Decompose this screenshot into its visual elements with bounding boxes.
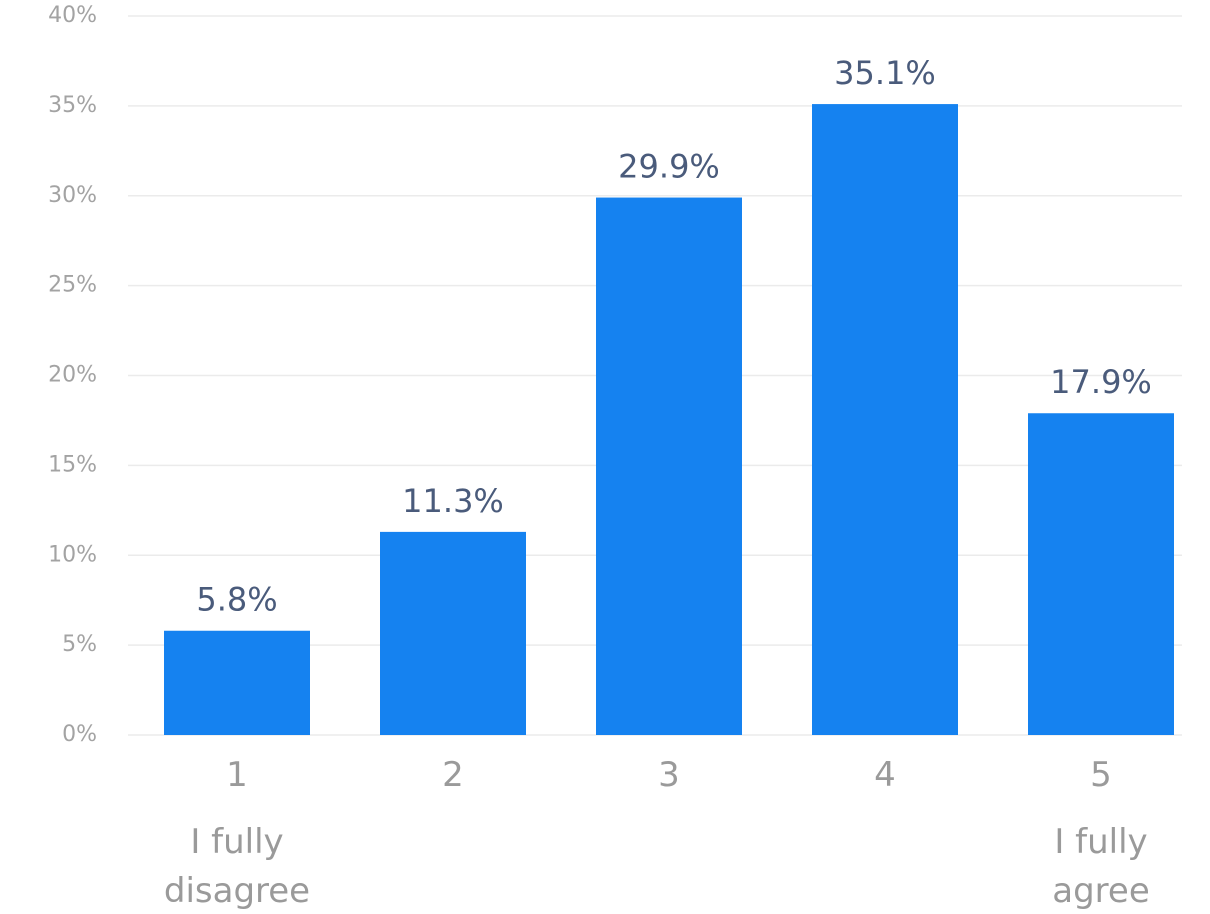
y-tick-label: 10% <box>48 542 97 567</box>
y-tick-label: 40% <box>48 3 97 28</box>
x-tick-label: 2 <box>442 755 464 795</box>
x-tick-label: 1 <box>226 755 248 795</box>
x-category-sublabel: disagree <box>164 871 310 911</box>
bar-1 <box>164 630 310 735</box>
data-label: 17.9% <box>1050 363 1152 401</box>
y-tick-label: 30% <box>48 183 97 208</box>
y-tick-label: 0% <box>62 722 97 747</box>
bars <box>164 104 1174 736</box>
y-tick-label: 35% <box>48 93 97 118</box>
data-label: 29.9% <box>618 148 720 186</box>
data-label: 5.8% <box>196 581 277 619</box>
bar-4 <box>812 104 958 735</box>
x-tick-label: 4 <box>874 755 896 795</box>
y-axis-tick-labels: 0% 5% 10% 15% 20% 25% 30% 35% 40% <box>48 3 97 747</box>
bar-5 <box>1028 413 1174 735</box>
data-labels: 5.8% 11.3% 29.9% 35.1% 17.9% <box>196 54 1151 619</box>
data-label: 35.1% <box>834 54 936 92</box>
x-category-sublabel: agree <box>1052 871 1149 911</box>
y-tick-label: 25% <box>48 273 97 298</box>
y-tick-label: 5% <box>62 632 97 657</box>
x-tick-label: 3 <box>658 755 680 795</box>
y-tick-label: 20% <box>48 363 97 388</box>
bar-3 <box>596 197 742 736</box>
y-tick-label: 15% <box>48 452 97 477</box>
data-label: 11.3% <box>402 482 504 520</box>
x-category-sublabel: I fully <box>1054 822 1147 862</box>
x-tick-label: 5 <box>1090 755 1112 795</box>
x-category-sublabel: I fully <box>190 822 283 862</box>
x-axis-category-labels: 1 I fully disagree 2 3 4 5 I fully agree <box>164 755 1150 911</box>
bar-2 <box>380 531 526 735</box>
